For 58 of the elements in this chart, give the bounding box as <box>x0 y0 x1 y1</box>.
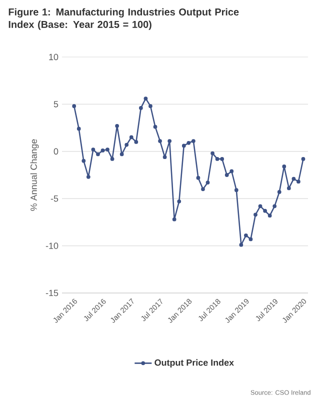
point <box>96 152 100 156</box>
point <box>224 173 229 177</box>
point <box>124 142 129 147</box>
point <box>248 237 253 242</box>
y-tick-label: -15 <box>46 290 58 296</box>
point <box>82 158 86 163</box>
point <box>196 176 200 180</box>
point <box>158 139 162 143</box>
point <box>91 148 96 152</box>
point <box>129 135 134 140</box>
point <box>220 157 224 161</box>
point <box>72 104 76 108</box>
point <box>115 124 119 128</box>
point <box>177 199 182 204</box>
point <box>258 204 262 208</box>
point <box>239 242 244 247</box>
point <box>292 176 296 181</box>
point <box>268 214 272 218</box>
point <box>148 104 152 108</box>
point <box>210 151 214 156</box>
point <box>206 180 210 184</box>
y-tick-label: 5 <box>54 101 58 108</box>
point <box>191 139 196 143</box>
point <box>172 217 176 222</box>
point <box>272 204 277 208</box>
point <box>110 157 114 161</box>
point <box>263 208 267 213</box>
legend-label: Output Price Index <box>154 359 234 368</box>
point <box>215 157 220 161</box>
y-tick-label: -5 <box>50 195 58 202</box>
point <box>301 157 306 161</box>
point <box>162 155 167 160</box>
point <box>277 190 282 194</box>
chart-title: Figure 1: Manufacturing Industries Output Price Index (Base: Year 2015 = 100) <box>8 8 239 30</box>
point <box>153 124 158 129</box>
point <box>296 180 300 184</box>
point <box>182 144 186 148</box>
point <box>186 140 191 145</box>
point <box>100 148 105 152</box>
point <box>254 212 258 217</box>
point <box>86 174 90 179</box>
point <box>201 187 205 192</box>
point <box>282 164 286 168</box>
point <box>230 169 234 174</box>
point <box>286 186 291 190</box>
point <box>138 106 143 110</box>
point <box>168 139 172 143</box>
y-tick-label: -10 <box>46 242 58 249</box>
point <box>134 140 138 144</box>
point <box>76 126 81 131</box>
point <box>234 188 238 192</box>
point <box>120 152 124 156</box>
y-tick-label: 10 <box>49 54 58 60</box>
y-axis-title: % Annual Change <box>30 139 39 211</box>
point <box>244 233 248 238</box>
point <box>106 148 110 152</box>
y-tick-label: 0 <box>54 148 58 155</box>
point <box>144 96 148 100</box>
